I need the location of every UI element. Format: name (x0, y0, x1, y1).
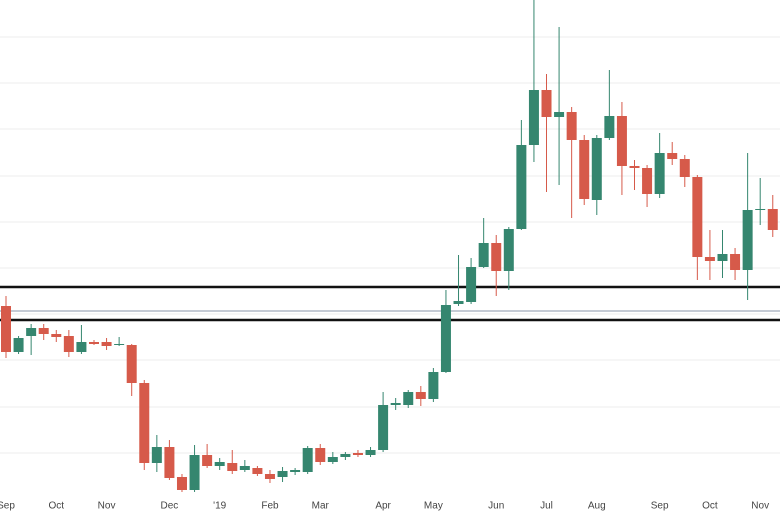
candle-body (440, 305, 451, 372)
x-tick-label: Jun (488, 501, 504, 512)
candle-body (767, 209, 778, 230)
candle-body (26, 328, 37, 336)
candle-body (528, 90, 539, 145)
candle-body (365, 450, 376, 455)
candle-body (214, 462, 225, 466)
candle-body (453, 301, 464, 304)
candle-body (654, 153, 665, 194)
x-tick-label: May (424, 501, 443, 512)
candle-body (151, 447, 162, 463)
candle-body (189, 455, 200, 490)
candle-body (76, 342, 87, 352)
x-tick-label: Sep (0, 501, 15, 512)
candle-body (591, 138, 602, 200)
candle-body (13, 338, 24, 352)
candle-body (63, 336, 74, 352)
candle-body (264, 474, 275, 479)
candle-body (290, 470, 301, 472)
candle-body (629, 166, 640, 168)
candle-body (390, 403, 401, 405)
candle-body (642, 168, 653, 194)
candle-body (1, 306, 11, 352)
candle-body (164, 447, 175, 478)
candle-body (503, 229, 514, 271)
candle-body (239, 466, 250, 470)
candle-body (415, 392, 426, 399)
x-tick-label: Nov (751, 501, 769, 512)
candle-body (139, 383, 150, 463)
candle-body (604, 116, 615, 138)
candle-body (755, 209, 766, 210)
candle-body (742, 210, 753, 270)
candle-body (302, 448, 313, 472)
candle-body (554, 112, 565, 117)
candle-body (704, 257, 715, 261)
candle-body (667, 153, 678, 159)
candle-body (679, 159, 690, 177)
candle-body (516, 145, 527, 229)
x-tick-label: Apr (375, 501, 391, 512)
candle-body (478, 243, 489, 267)
candle-body (114, 344, 125, 345)
x-tick-label: Jul (540, 501, 553, 512)
candle-body (378, 405, 389, 450)
x-tick-label: Mar (312, 501, 330, 512)
x-tick-label: Dec (161, 501, 179, 512)
candle-body (566, 112, 577, 140)
candle-body (202, 455, 213, 466)
candle-body (466, 267, 477, 302)
x-tick-label: Feb (261, 501, 279, 512)
candle-body (428, 372, 439, 399)
candle-body (315, 448, 326, 462)
candle-body (730, 254, 741, 270)
x-tick-label: Nov (98, 501, 116, 512)
candle-body (491, 243, 502, 271)
candle-body (541, 90, 552, 117)
x-tick-label: Sep (651, 501, 669, 512)
candle-body (38, 328, 49, 334)
x-tick-label: Oct (702, 501, 718, 512)
candle-body (692, 177, 703, 257)
candle-body (327, 457, 338, 462)
x-tick-label: Oct (48, 501, 64, 512)
candle-body (579, 140, 590, 199)
candle-body (616, 116, 627, 166)
x-tick-label: Aug (588, 501, 606, 512)
candle-body (126, 345, 137, 383)
x-tick-label: '19 (213, 501, 226, 512)
candle-body (88, 342, 99, 344)
candle-body (176, 477, 187, 490)
candle-body (227, 463, 238, 471)
candle-body (340, 454, 351, 457)
candle-body (403, 392, 414, 405)
candle-body (277, 471, 288, 477)
candle-body (717, 254, 728, 261)
candle-body (252, 468, 263, 474)
candle-body (51, 334, 62, 337)
candle-body (101, 342, 112, 346)
candle-body (352, 453, 363, 455)
